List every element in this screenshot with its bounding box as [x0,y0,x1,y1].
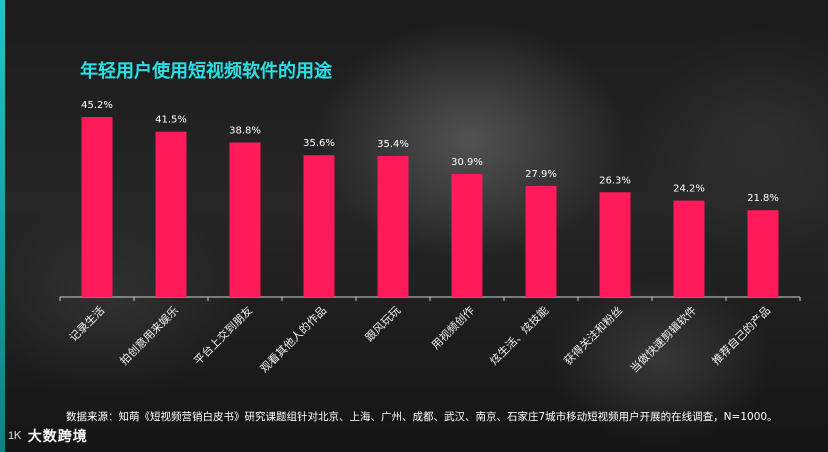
bar-9 [673,200,705,297]
bar-value-label: 45.2% [81,100,113,111]
bar-8 [599,192,631,297]
category-label: 炫生活、炫技能 [487,303,551,367]
category-label: 拍创意用来娱乐 [117,303,181,367]
bar-10 [747,210,779,297]
bar-value-label: 35.6% [303,138,335,149]
bar-value-label: 26.3% [599,175,631,186]
bar-4 [303,155,335,297]
data-source-footnote: 数据来源：知萌《短视频营销白皮书》研究课题组针对北京、上海、广州、成都、武汉、南… [66,411,778,423]
left-accent-bar [0,0,5,452]
category-label: 平台上交到朋友 [191,303,255,367]
brand-watermark: 1Ꮶ 大数跨境 [8,426,88,446]
bar-value-label: 27.9% [525,169,557,180]
brand-logo-icon: 1Ꮶ [8,429,22,442]
chart-title: 年轻用户使用短视频软件的用途 [80,61,332,82]
bar-value-label: 30.9% [451,157,483,168]
bar-value-label: 38.8% [229,125,261,136]
category-label: 记录生活 [66,303,107,344]
bar-value-label: 41.5% [155,115,187,126]
category-label: 跟风玩玩 [363,304,403,344]
bar-value-label: 21.8% [747,193,779,204]
category-label: 观看其他人的作品 [257,303,329,375]
brand-name: 大数跨境 [27,429,88,445]
bar-3 [229,142,261,297]
category-label: 用视频创作 [428,303,477,352]
bar-5 [377,156,409,297]
category-label: 当做快速剪辑软件 [627,303,699,375]
bar-2 [155,131,187,297]
bar-value-label: 24.2% [673,184,705,195]
bar-value-label: 35.4% [377,139,409,150]
category-label: 获得关注和粉丝 [561,303,625,367]
bar-1 [81,117,113,297]
bar-7 [525,185,557,297]
bar-6 [451,173,483,297]
category-label: 推荐自己的产品 [709,303,773,367]
